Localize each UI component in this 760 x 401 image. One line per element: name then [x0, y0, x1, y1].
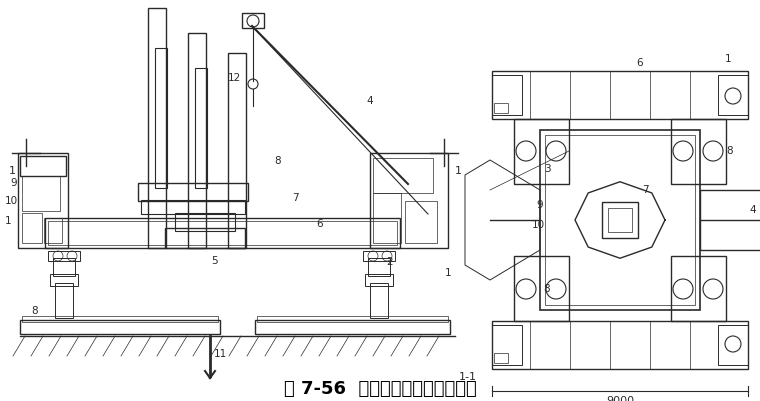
Text: 1: 1	[5, 216, 11, 226]
Text: 9: 9	[11, 178, 17, 188]
Bar	[671, 256, 726, 321]
Bar	[368, 258, 390, 276]
Text: 9000: 9000	[606, 396, 634, 401]
Bar	[165, 228, 245, 248]
Text: 1: 1	[8, 166, 15, 176]
Bar	[242, 13, 264, 28]
Bar	[492, 321, 748, 369]
Bar	[373, 158, 433, 193]
Bar	[718, 75, 748, 115]
Text: 9: 9	[537, 200, 543, 210]
Text: 8: 8	[32, 306, 38, 316]
Bar	[228, 53, 246, 248]
Text: 2: 2	[387, 257, 394, 267]
Text: 3: 3	[543, 164, 550, 174]
Bar	[492, 75, 522, 115]
Bar	[22, 316, 218, 322]
Text: 7: 7	[641, 185, 648, 195]
Bar	[514, 119, 569, 184]
Bar	[671, 119, 726, 184]
Bar	[370, 283, 388, 318]
Bar	[195, 68, 207, 188]
Bar	[50, 274, 78, 286]
Bar	[405, 201, 437, 243]
Bar	[22, 213, 42, 243]
Bar	[18, 153, 68, 248]
Bar	[494, 103, 508, 113]
Text: 1: 1	[725, 54, 731, 64]
Bar	[370, 153, 448, 248]
Text: 10: 10	[5, 196, 17, 206]
Bar	[492, 71, 748, 119]
Text: 8: 8	[727, 146, 733, 156]
Bar	[45, 218, 400, 248]
Text: 1: 1	[445, 268, 451, 278]
Text: 11: 11	[214, 349, 226, 359]
Bar	[22, 176, 60, 211]
Bar	[514, 256, 569, 321]
Bar	[138, 183, 248, 201]
Text: 1: 1	[454, 166, 461, 176]
Bar	[48, 221, 397, 245]
Text: 4: 4	[749, 205, 756, 215]
Text: 8: 8	[543, 284, 550, 294]
Text: 12: 12	[227, 73, 241, 83]
Bar	[48, 251, 80, 261]
Text: 7: 7	[292, 193, 299, 203]
Bar	[257, 316, 448, 322]
Text: 6: 6	[317, 219, 323, 229]
Bar	[545, 135, 695, 305]
Bar	[363, 251, 395, 261]
Bar	[148, 8, 166, 248]
Bar	[602, 202, 638, 238]
Bar	[55, 283, 73, 318]
Text: 6: 6	[637, 58, 643, 68]
Bar	[53, 258, 75, 276]
Bar	[20, 156, 66, 176]
Bar	[700, 190, 760, 250]
Bar	[155, 48, 167, 188]
Bar	[141, 200, 245, 214]
Text: 1-1: 1-1	[459, 372, 477, 382]
Text: 4: 4	[366, 96, 373, 106]
Text: 8: 8	[274, 156, 281, 166]
Bar	[175, 213, 235, 231]
Text: 图 7-56  全液压式静力压桩机压桩: 图 7-56 全液压式静力压桩机压桩	[283, 380, 477, 398]
Bar	[540, 130, 700, 310]
Bar	[44, 218, 62, 243]
Bar	[492, 325, 522, 365]
Text: 10: 10	[531, 220, 545, 230]
Bar	[718, 325, 748, 365]
Bar	[20, 320, 220, 334]
Bar	[255, 320, 450, 334]
Bar	[608, 208, 632, 232]
Bar	[494, 353, 508, 363]
Bar	[188, 33, 206, 248]
Text: 5: 5	[212, 256, 218, 266]
Bar	[373, 193, 401, 243]
Bar	[365, 274, 393, 286]
